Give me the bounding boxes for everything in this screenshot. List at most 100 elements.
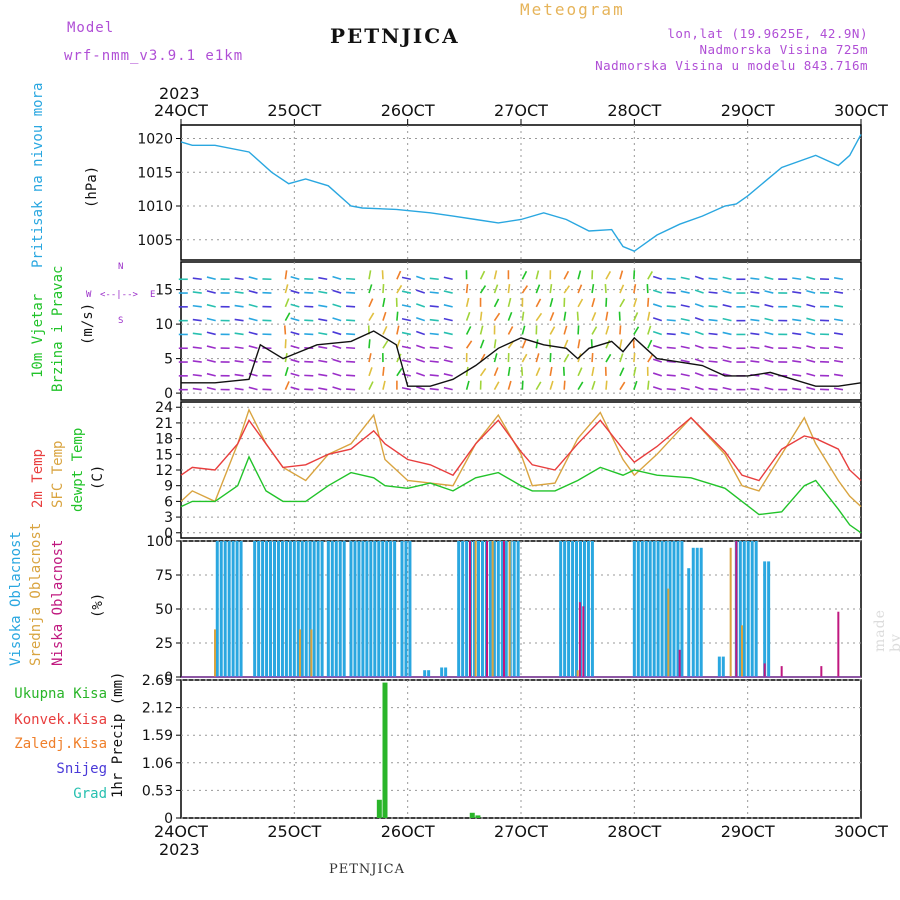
model-label: Model	[67, 20, 115, 36]
wind-arrow	[206, 345, 216, 350]
wind-arrow	[290, 358, 300, 363]
wind-arrow	[563, 270, 570, 280]
wind-arrow	[549, 312, 555, 321]
wind-arrow	[792, 304, 802, 308]
high-cloud-bar	[742, 541, 746, 677]
wind-arrow	[548, 339, 552, 349]
wind-arrow	[694, 344, 704, 350]
wind-arrow	[833, 359, 844, 363]
wind-arrow	[576, 311, 579, 321]
wind-arrow	[619, 381, 626, 391]
wind-arrow	[764, 345, 774, 350]
wind-arrow	[833, 346, 844, 350]
wind-arrow	[318, 373, 328, 377]
wind-arrow	[647, 297, 650, 307]
wind-arrow	[493, 312, 501, 322]
wind-arrow	[248, 317, 258, 322]
mid-cloud-bar	[310, 629, 313, 677]
wind-arrow	[806, 372, 816, 377]
high-cloud-bar	[465, 541, 469, 677]
wind-arrow	[396, 353, 402, 363]
wind-arrow	[401, 276, 412, 281]
high-cloud-bar	[672, 541, 676, 677]
wind-arrow	[535, 381, 542, 391]
wind-arrow	[652, 372, 663, 377]
wind-arrow	[284, 312, 291, 322]
wind-arrow	[479, 368, 487, 377]
wind-arrow	[248, 331, 258, 336]
wind-arrow	[290, 289, 300, 294]
wind-arrow	[401, 373, 412, 377]
high-cloud-bar	[320, 541, 324, 677]
wind-arrow	[806, 317, 816, 322]
temp-ytick-label: 3	[164, 510, 173, 526]
high-cloud-bar	[312, 541, 316, 677]
wind-arrow	[443, 304, 453, 308]
wind-arrow	[332, 331, 342, 336]
wind-arrow	[708, 277, 718, 281]
high-cloud-bar	[660, 541, 664, 677]
high-cloud-bar	[349, 541, 353, 677]
high-cloud-bar	[265, 541, 269, 677]
wind-arrow	[633, 353, 636, 363]
wind-arrow	[443, 331, 453, 336]
high-cloud-bar	[480, 541, 484, 677]
bottom-date-label: 28OCT	[607, 822, 661, 841]
wind-arrow	[429, 318, 439, 322]
wind-arrow	[318, 345, 328, 350]
wind-arrow	[591, 312, 597, 321]
wind-arrow	[507, 326, 514, 335]
wind-arrow	[290, 372, 300, 377]
wind-arrow	[750, 291, 760, 294]
wind-arrow	[429, 291, 439, 294]
wind-arrow	[234, 332, 244, 336]
wind-arrow	[604, 284, 607, 294]
wind-arrow	[666, 346, 676, 350]
wind-arrow	[633, 326, 640, 335]
high-cloud-bar	[273, 541, 276, 677]
bottom-date-label: 25OCT	[267, 822, 321, 841]
wind-arrow	[535, 353, 540, 363]
wind-arrow	[764, 331, 774, 336]
high-cloud-bar	[400, 541, 404, 677]
wind-arrow	[493, 381, 500, 391]
high-cloud-bar	[316, 541, 320, 677]
precip-frame	[180, 679, 862, 819]
wind-arrow	[396, 284, 403, 294]
wind-arrow	[318, 332, 328, 336]
high-cloud-bar	[215, 541, 219, 677]
wind-arrow	[234, 291, 244, 294]
wind-arrow	[234, 387, 244, 391]
wind-arrow	[563, 380, 566, 390]
wind-arrow	[633, 366, 637, 377]
wind-arrow	[192, 304, 202, 308]
station-title: PETNJICA	[330, 24, 460, 48]
wind-arrow	[833, 277, 844, 281]
high-cloud-bar	[288, 541, 292, 677]
wind-arrow	[332, 344, 342, 350]
mid-cloud-bar	[741, 625, 743, 677]
wind-arrow	[591, 366, 595, 377]
wind-arrow	[535, 270, 540, 280]
wind-arrow	[549, 297, 554, 308]
high-cloud-bar	[676, 541, 680, 677]
wind-arrow	[493, 270, 498, 280]
wind-arrow	[507, 311, 513, 321]
wind-arrow	[521, 325, 526, 335]
wind-arrow	[619, 339, 623, 349]
high-cloud-bar	[738, 541, 742, 677]
wind-arrow	[591, 297, 596, 308]
high-cloud-bar	[377, 541, 381, 677]
compass-n: N	[118, 262, 124, 272]
wind-arrow	[429, 332, 439, 336]
wind-arrow	[332, 372, 342, 377]
elevation-info: Nadmorska Visina 725m	[699, 42, 868, 57]
wind-arrow	[591, 353, 594, 363]
temp-ytick-label: 15	[155, 447, 173, 463]
wind-arrow	[318, 387, 328, 391]
wind-arrow	[694, 303, 704, 308]
high-cloud-bar	[308, 541, 312, 677]
mid-cloud-bar	[474, 541, 477, 677]
wind-arrow	[680, 304, 690, 308]
wind-arrow	[605, 325, 610, 335]
